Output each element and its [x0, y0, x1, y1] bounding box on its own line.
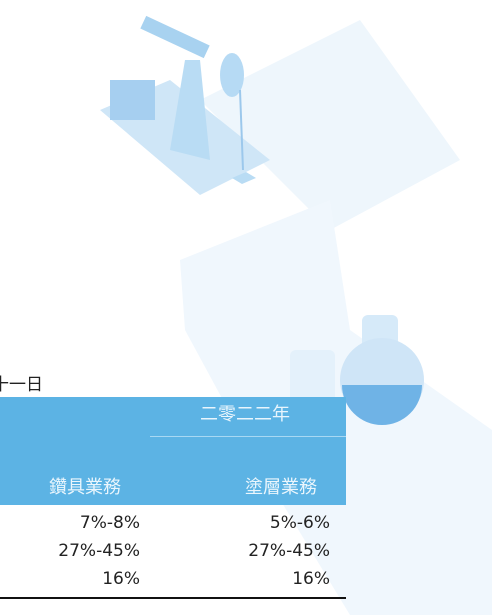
pump-rod: [239, 89, 244, 171]
table-cell: 7%-8%: [79, 513, 140, 533]
header-rule: [150, 436, 346, 437]
table-cell: 27%-45%: [248, 541, 330, 561]
column-header: 鑽具業務: [49, 477, 121, 498]
pump-head: [220, 53, 244, 97]
well-head: [232, 172, 256, 184]
table-cell: 16%: [292, 569, 330, 589]
pump-tower: [170, 60, 210, 160]
table-cell: 16%: [102, 569, 140, 589]
heading: 十一日: [0, 375, 43, 395]
table-header: [0, 397, 346, 505]
column-header: 塗層業務: [245, 477, 317, 498]
flask-liquid: [342, 385, 422, 425]
table-bottom-rule: [0, 597, 346, 599]
pump-beam: [140, 15, 210, 59]
table-cell: 27%-45%: [58, 541, 140, 561]
group-header: 二零二二年: [200, 404, 290, 425]
band: [200, 20, 460, 230]
table-cell: 5%-6%: [269, 513, 330, 533]
pump-motor: [110, 80, 155, 120]
